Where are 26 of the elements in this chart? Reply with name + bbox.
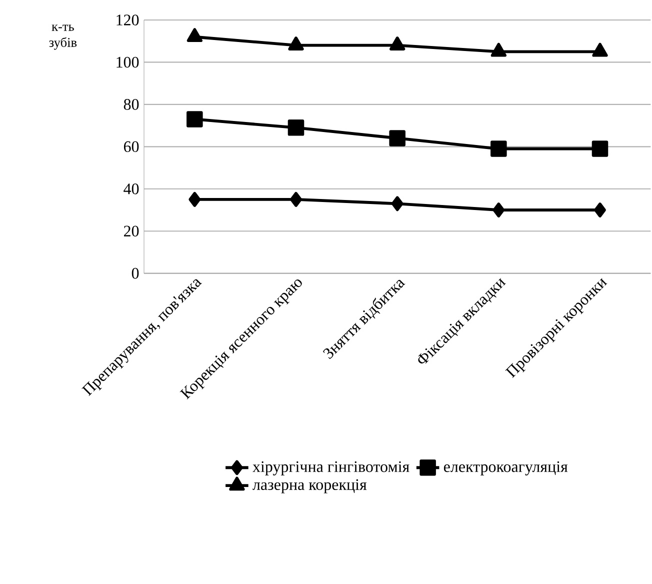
y-tick-label: 60 — [124, 141, 139, 152]
y-tick-label: 100 — [116, 56, 139, 68]
point — [288, 120, 304, 136]
y-tick-label: 40 — [124, 183, 139, 194]
point — [290, 192, 302, 207]
point — [391, 196, 404, 212]
point — [592, 140, 608, 157]
point — [288, 36, 304, 50]
point — [186, 28, 202, 42]
point — [592, 42, 608, 57]
point — [594, 202, 606, 218]
y-tick-label: 0 — [132, 268, 139, 279]
legend-label: хірургічна гінгівотомія — [252, 461, 410, 476]
point — [389, 130, 406, 146]
point — [490, 42, 506, 57]
point — [186, 111, 203, 128]
point — [188, 192, 201, 207]
y-tick-label: 120 — [116, 14, 139, 26]
legend-label: лазерна корекція — [252, 479, 367, 494]
y-tick-label: 80 — [124, 99, 139, 110]
y-tick-label: 20 — [124, 226, 139, 236]
point — [492, 202, 505, 218]
point — [490, 140, 507, 157]
point — [390, 36, 406, 50]
y-axis-title: к-ть зубів — [49, 24, 77, 50]
legend-label: електрокоагуляція — [444, 461, 568, 476]
